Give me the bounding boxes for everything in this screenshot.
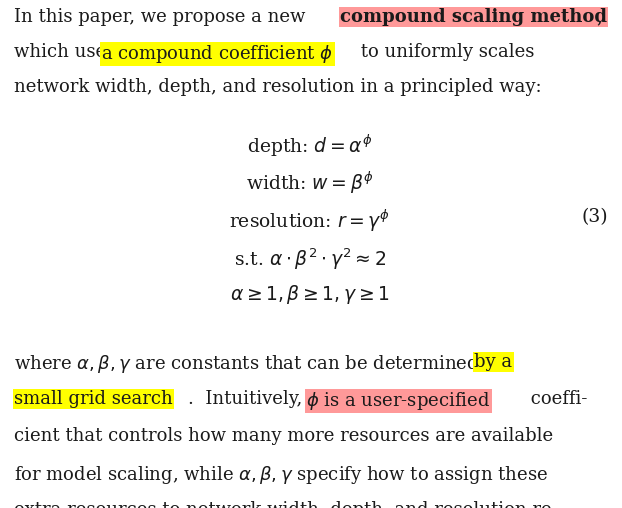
Text: s.t. $\alpha \cdot \beta^{2} \cdot \gamma^{2} \approx 2$: s.t. $\alpha \cdot \beta^{2} \cdot \gamm… [234, 246, 386, 271]
Text: width: $w = \beta^{\phi}$: width: $w = \beta^{\phi}$ [246, 170, 374, 196]
Text: where $\alpha, \beta, \gamma$ are constants that can be determined: where $\alpha, \beta, \gamma$ are consta… [14, 353, 480, 375]
Text: $\phi$ is a user-specified: $\phi$ is a user-specified [306, 390, 490, 412]
Text: compound scaling method: compound scaling method [340, 8, 607, 26]
Text: $\alpha \geq 1, \beta \geq 1, \gamma \geq 1$: $\alpha \geq 1, \beta \geq 1, \gamma \ge… [230, 283, 390, 306]
Text: coeffi-: coeffi- [525, 390, 587, 408]
Text: In this paper, we propose a new: In this paper, we propose a new [14, 8, 311, 26]
Text: depth: $d = \alpha^{\phi}$: depth: $d = \alpha^{\phi}$ [248, 133, 373, 159]
Text: for model scaling, while $\alpha, \beta, \gamma$ specify how to assign these: for model scaling, while $\alpha, \beta,… [14, 464, 548, 486]
Text: resolution: $r = \gamma^{\phi}$: resolution: $r = \gamma^{\phi}$ [230, 208, 391, 234]
Text: (3): (3) [582, 208, 608, 226]
Text: a compound coefficient $\phi$: a compound coefficient $\phi$ [101, 43, 333, 65]
Text: by a: by a [474, 353, 512, 371]
Text: cient that controls how many more resources are available: cient that controls how many more resour… [14, 427, 553, 445]
Text: small grid search: small grid search [14, 390, 173, 408]
Text: ,: , [596, 8, 601, 26]
Text: which use: which use [14, 43, 112, 61]
Text: extra resources to network width, depth, and resolution re-: extra resources to network width, depth,… [14, 501, 558, 508]
Text: network width, depth, and resolution in a principled way:: network width, depth, and resolution in … [14, 78, 542, 96]
Text: to uniformly scales: to uniformly scales [355, 43, 534, 61]
Text: .  Intuitively,: . Intuitively, [188, 390, 308, 408]
